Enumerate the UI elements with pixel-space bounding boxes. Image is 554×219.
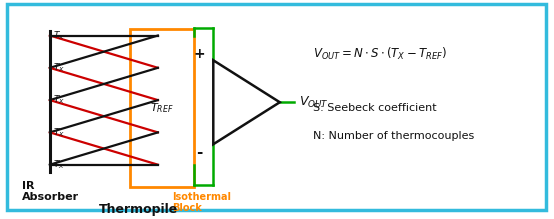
Text: -: -: [196, 145, 203, 160]
Text: $T_X$: $T_X$: [53, 126, 65, 139]
Text: Isothermal
Block: Isothermal Block: [172, 192, 230, 213]
Text: N: Number of thermocouples: N: Number of thermocouples: [313, 131, 474, 141]
Text: +: +: [194, 47, 205, 61]
Text: Thermopile: Thermopile: [99, 203, 178, 216]
Bar: [130, 29, 194, 187]
Text: IR
Absorber: IR Absorber: [22, 181, 79, 202]
Text: $V_{OUT}$: $V_{OUT}$: [299, 95, 329, 110]
Text: $T_X$: $T_X$: [53, 94, 65, 106]
Text: S: Seebeck coefficient: S: Seebeck coefficient: [313, 103, 437, 113]
Text: $T_{REF}$: $T_{REF}$: [150, 101, 174, 115]
Text: $T_X$: $T_X$: [53, 158, 65, 171]
Text: $T_X$: $T_X$: [53, 62, 65, 74]
Text: $T_X$: $T_X$: [53, 29, 65, 42]
Text: $V_{OUT} = N \cdot S \cdot (T_X - T_{REF})$: $V_{OUT} = N \cdot S \cdot (T_X - T_{REF…: [313, 46, 447, 62]
